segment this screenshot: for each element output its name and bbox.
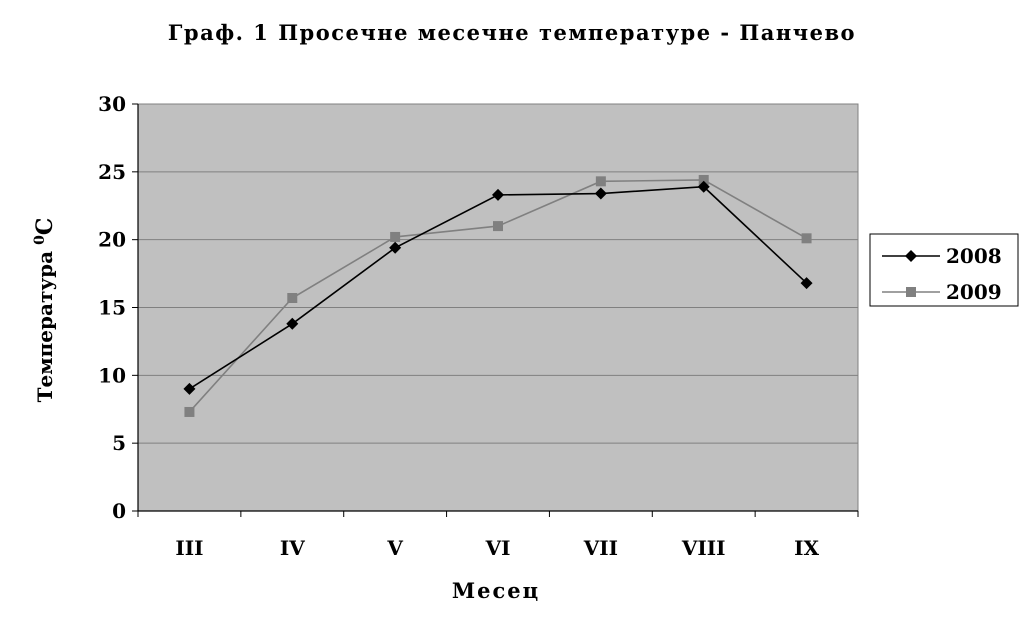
x-tick-label: VIII xyxy=(681,536,726,560)
legend-marker xyxy=(906,287,916,297)
chart-title: Граф. 1 Просечне месечне температуре - П… xyxy=(168,20,856,45)
legend-box xyxy=(869,233,1019,307)
legend-item-2009: 2009 xyxy=(882,280,1002,304)
x-tick-label: VI xyxy=(485,536,511,560)
data-point-2008 xyxy=(286,317,299,330)
legend-marker xyxy=(905,250,917,262)
legend-label: 2009 xyxy=(946,280,1002,304)
data-point-2009 xyxy=(698,174,709,185)
y-tick-label: 20 xyxy=(98,228,126,252)
y-tick-label: 10 xyxy=(98,363,126,387)
x-axis-label: Месец xyxy=(452,578,540,603)
x-tick-label: V xyxy=(386,536,403,560)
x-tick-label: III xyxy=(175,536,203,560)
data-point-2008 xyxy=(183,382,196,395)
data-point-2009 xyxy=(493,221,503,232)
data-point-2008 xyxy=(594,187,607,200)
legend-label: 2008 xyxy=(946,244,1002,268)
data-point-2009 xyxy=(184,406,195,417)
legend: 2008 2009 xyxy=(869,233,1019,307)
gridlines xyxy=(138,171,858,444)
x-tick-label: VII xyxy=(583,536,618,560)
y-axis-unit: C xyxy=(32,218,58,236)
y-tick-label: 5 xyxy=(112,431,126,455)
y-tick-label: 30 xyxy=(98,92,126,116)
data-point-2009 xyxy=(287,293,298,304)
y-axis-ticks: 0 5 10 15 20 25 30 xyxy=(98,92,138,523)
x-tick-label: IV xyxy=(280,536,305,560)
data-point-2009 xyxy=(390,231,401,242)
y-tick-label: 0 xyxy=(112,499,126,523)
data-point-2008 xyxy=(492,188,504,201)
data-point-2008 xyxy=(697,180,710,193)
y-axis-label: Температура 0C xyxy=(32,218,58,403)
y-axis-label-text: Температура xyxy=(33,251,57,402)
x-tick-label: IX xyxy=(794,536,819,560)
x-axis-ticks: III IV V VI VII VIII IX xyxy=(137,511,859,560)
series-layer xyxy=(183,174,813,417)
series-2008 xyxy=(183,180,813,395)
y-tick-label: 15 xyxy=(98,296,126,320)
series-2009 xyxy=(184,174,812,417)
data-point-2009 xyxy=(801,233,812,244)
data-point-2008 xyxy=(800,277,813,290)
y-axis-unit-sup: 0 xyxy=(32,235,48,245)
legend-item-2008: 2008 xyxy=(882,244,1002,268)
data-point-2008 xyxy=(389,241,402,254)
y-tick-label: 25 xyxy=(98,160,126,184)
data-point-2009 xyxy=(595,176,606,187)
